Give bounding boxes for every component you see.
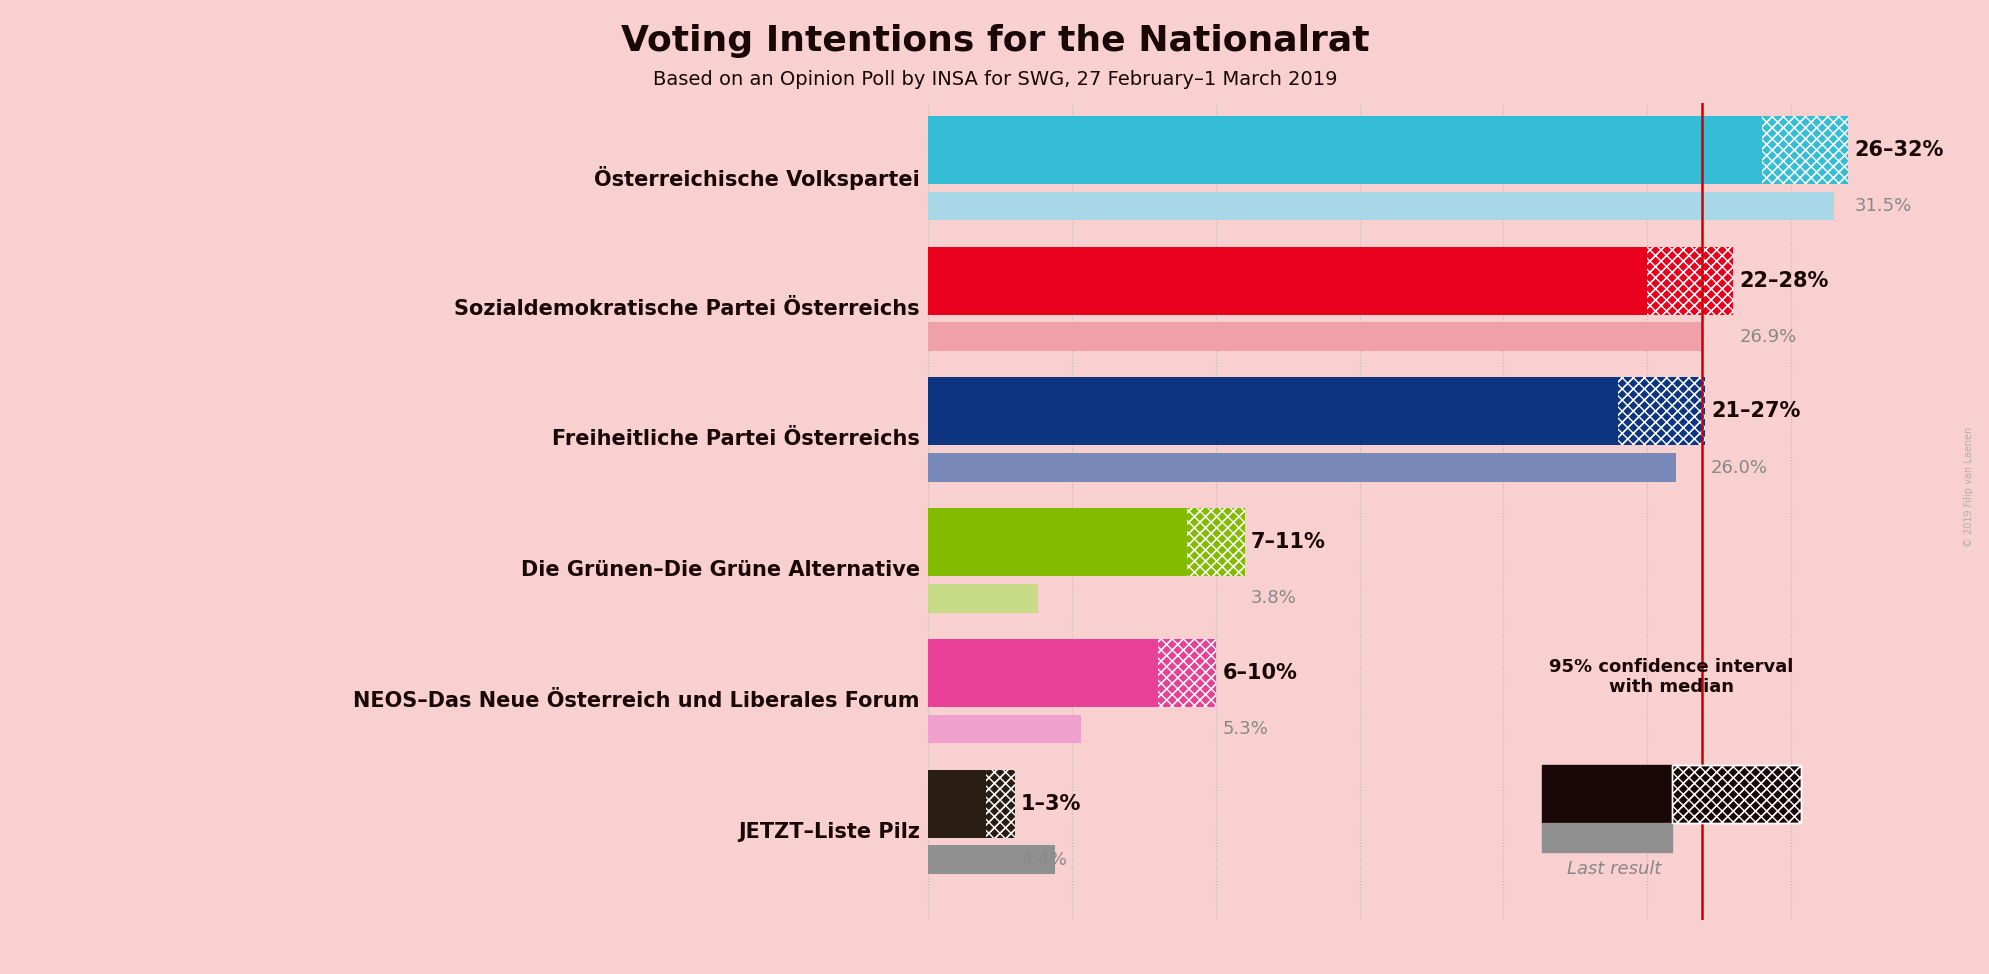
Bar [929, 377, 1705, 445]
Bar [1617, 377, 1705, 445]
Text: 95% confidence interval
with median: 95% confidence interval with median [1549, 657, 1792, 696]
Text: 22–28%: 22–28% [1738, 271, 1828, 290]
Bar [1762, 116, 1848, 184]
Text: Die Grünen–Die Grüne Alternative: Die Grünen–Die Grüne Alternative [521, 560, 919, 581]
Bar [1647, 246, 1732, 315]
Text: 6–10%: 6–10% [1221, 663, 1297, 683]
Text: 4.4%: 4.4% [1020, 851, 1066, 869]
Text: 26–32%: 26–32% [1854, 139, 1943, 160]
Text: 21–27%: 21–27% [1711, 401, 1800, 422]
Bar [929, 322, 1701, 352]
Text: 7–11%: 7–11% [1251, 532, 1325, 552]
Bar [985, 769, 1014, 838]
Bar [929, 453, 1675, 482]
Text: Sozialdemokratische Partei Österreichs: Sozialdemokratische Partei Österreichs [453, 299, 919, 318]
Text: © 2019 Filip van Laenen: © 2019 Filip van Laenen [1963, 427, 1973, 547]
Bar [929, 246, 1732, 315]
Bar [929, 508, 1243, 576]
Text: 31.5%: 31.5% [1854, 197, 1911, 215]
Bar [1617, 377, 1705, 445]
Bar [1158, 639, 1215, 707]
Text: 3.8%: 3.8% [1251, 589, 1297, 608]
Text: 5.3%: 5.3% [1221, 720, 1267, 738]
Bar [929, 769, 1014, 838]
Bar [929, 584, 1036, 613]
Text: Freiheitliche Partei Österreichs: Freiheitliche Partei Österreichs [551, 430, 919, 449]
Text: Voting Intentions for the Nationalrat: Voting Intentions for the Nationalrat [621, 24, 1368, 58]
Text: Österreichische Volkspartei: Österreichische Volkspartei [595, 166, 919, 190]
Bar [1187, 508, 1243, 576]
Bar [1187, 508, 1243, 576]
Text: 1–3%: 1–3% [1020, 794, 1080, 813]
Bar [1762, 116, 1848, 184]
Text: JETZT–Liste Pilz: JETZT–Liste Pilz [738, 822, 919, 842]
Bar [1647, 246, 1732, 315]
Text: Last result: Last result [1567, 860, 1661, 878]
Text: 26.0%: 26.0% [1711, 459, 1766, 476]
Text: Based on an Opinion Poll by INSA for SWG, 27 February–1 March 2019: Based on an Opinion Poll by INSA for SWG… [652, 70, 1337, 90]
Bar [929, 116, 1848, 184]
Bar [929, 715, 1080, 743]
Bar [929, 192, 1834, 220]
Bar [985, 769, 1014, 838]
Text: 26.9%: 26.9% [1738, 328, 1796, 346]
Bar [929, 639, 1215, 707]
Bar [929, 845, 1054, 875]
Bar [1158, 639, 1215, 707]
Text: NEOS–Das Neue Österreich und Liberales Forum: NEOS–Das Neue Österreich und Liberales F… [354, 691, 919, 711]
